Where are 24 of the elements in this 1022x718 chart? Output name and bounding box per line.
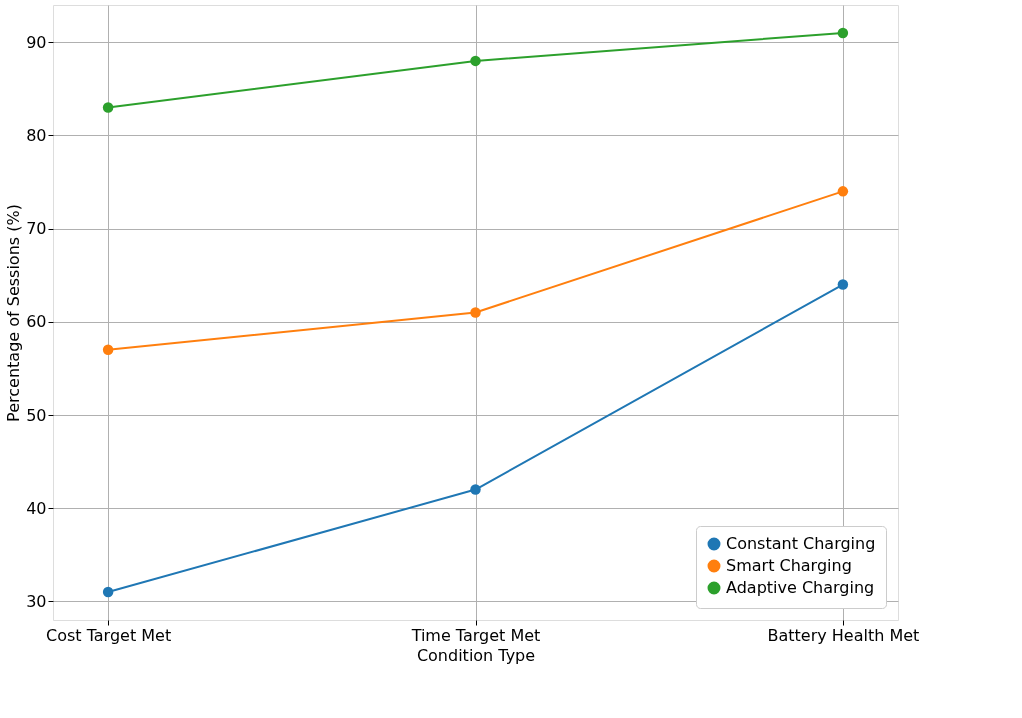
y-tick-label: 70	[26, 219, 47, 239]
point	[837, 186, 849, 197]
y-tick-label: 40	[26, 498, 47, 518]
y-tick-label: 90	[26, 32, 47, 52]
legend-label: Constant Charging	[726, 534, 876, 553]
point	[837, 279, 849, 290]
x-tick-label: Cost Target Met	[46, 625, 172, 645]
y-axis-title: Percentage of Sessions (%)	[4, 204, 24, 422]
point	[102, 102, 114, 113]
x-tick-label: Time Target Met	[410, 625, 541, 645]
point	[102, 344, 114, 356]
y-tick-label: 50	[26, 405, 47, 425]
point	[470, 484, 481, 495]
point	[837, 27, 849, 39]
legend-label: Adaptive Charging	[726, 578, 875, 597]
point	[470, 307, 481, 318]
x-tick-label: Battery Health Met	[767, 625, 920, 645]
x-axis-title: Condition Type	[416, 645, 536, 665]
y-tick-label: 80	[26, 125, 47, 145]
point	[470, 55, 481, 67]
legend-label: Smart Charging	[726, 556, 852, 575]
point	[102, 586, 114, 598]
y-tick-label: 60	[26, 312, 47, 332]
y-tick-label: 30	[26, 591, 47, 611]
